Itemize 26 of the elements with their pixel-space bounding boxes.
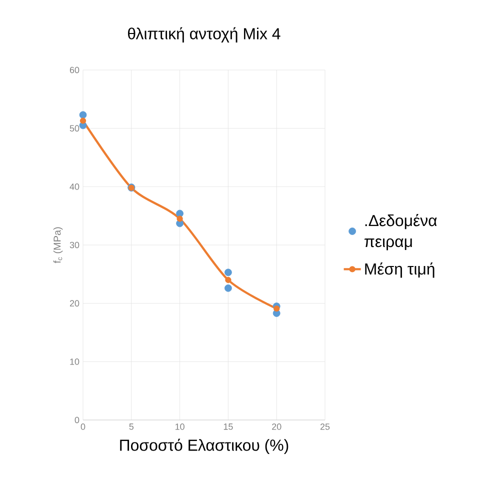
y-tick-label: 20 (70, 300, 80, 307)
y-tick-label: 40 (70, 183, 80, 190)
x-tick-label: 10 (176, 424, 184, 430)
point (176, 210, 184, 218)
x-tick-label: 5 (129, 424, 134, 430)
y-tick-label: 10 (70, 358, 80, 365)
chart-title: θλιπτική αντοχή Mix 4 (128, 27, 280, 42)
y-tick-label: 0 (74, 416, 80, 424)
point (224, 284, 232, 292)
point (79, 111, 87, 119)
point (176, 216, 183, 222)
point (80, 118, 86, 124)
y-tick-label: 60 (70, 66, 80, 74)
x-axis-title: Ποσοστό Ελαστικου (%) (120, 438, 288, 454)
legend-label: .Δεδομένα πειραμ (364, 214, 437, 250)
y-tick-label: 30 (70, 242, 80, 248)
x-tick-label: 15 (224, 424, 233, 430)
x-tick-label: 0 (80, 424, 86, 430)
point (225, 276, 232, 284)
point (224, 268, 232, 276)
legend-label: Μέση τιμή (365, 262, 434, 278)
y-tick-label: 50 (70, 125, 80, 132)
x-tick-label: 20 (272, 424, 282, 430)
point (274, 305, 280, 312)
x-tick-label: 25 (320, 424, 330, 430)
y-axis-title: f$_{c}$ (MPa) (53, 227, 63, 264)
